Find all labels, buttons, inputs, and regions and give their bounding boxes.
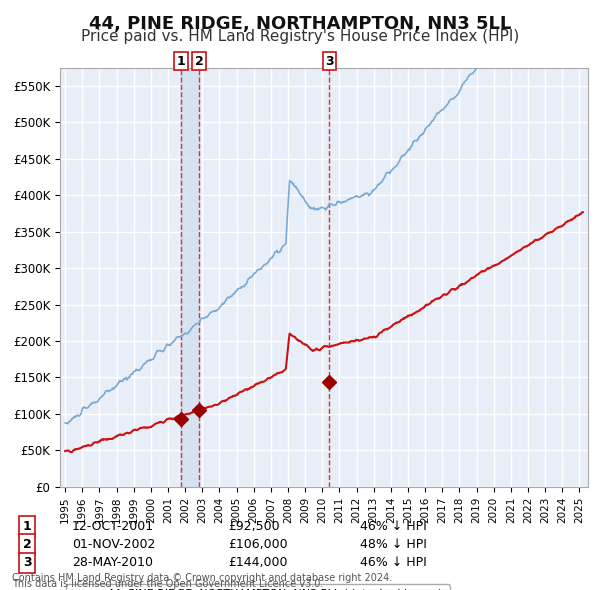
Text: 28-MAY-2010: 28-MAY-2010: [72, 556, 153, 569]
Text: 46% ↓ HPI: 46% ↓ HPI: [360, 556, 427, 569]
Text: £144,000: £144,000: [228, 556, 287, 569]
Text: 3: 3: [325, 55, 334, 68]
Text: £106,000: £106,000: [228, 538, 287, 551]
Text: This data is licensed under the Open Government Licence v3.0.: This data is licensed under the Open Gov…: [12, 579, 323, 589]
Text: 1: 1: [177, 55, 186, 68]
Text: £92,500: £92,500: [228, 520, 280, 533]
Text: 46% ↓ HPI: 46% ↓ HPI: [360, 520, 427, 533]
Text: 1: 1: [23, 520, 31, 533]
Text: 2: 2: [23, 538, 31, 551]
Text: 48% ↓ HPI: 48% ↓ HPI: [360, 538, 427, 551]
Legend: 44, PINE RIDGE, NORTHAMPTON, NN3 5LL (detached house), HPI: Average price, detac: 44, PINE RIDGE, NORTHAMPTON, NN3 5LL (de…: [65, 585, 450, 590]
Text: Price paid vs. HM Land Registry's House Price Index (HPI): Price paid vs. HM Land Registry's House …: [81, 30, 519, 44]
Text: 3: 3: [23, 556, 31, 569]
Bar: [181, 68, 199, 487]
Text: Contains HM Land Registry data © Crown copyright and database right 2024.: Contains HM Land Registry data © Crown c…: [12, 573, 392, 583]
Text: 2: 2: [195, 55, 204, 68]
Text: 01-NOV-2002: 01-NOV-2002: [72, 538, 155, 551]
Text: 12-OCT-2001: 12-OCT-2001: [72, 520, 154, 533]
Text: 44, PINE RIDGE, NORTHAMPTON, NN3 5LL: 44, PINE RIDGE, NORTHAMPTON, NN3 5LL: [89, 15, 511, 33]
